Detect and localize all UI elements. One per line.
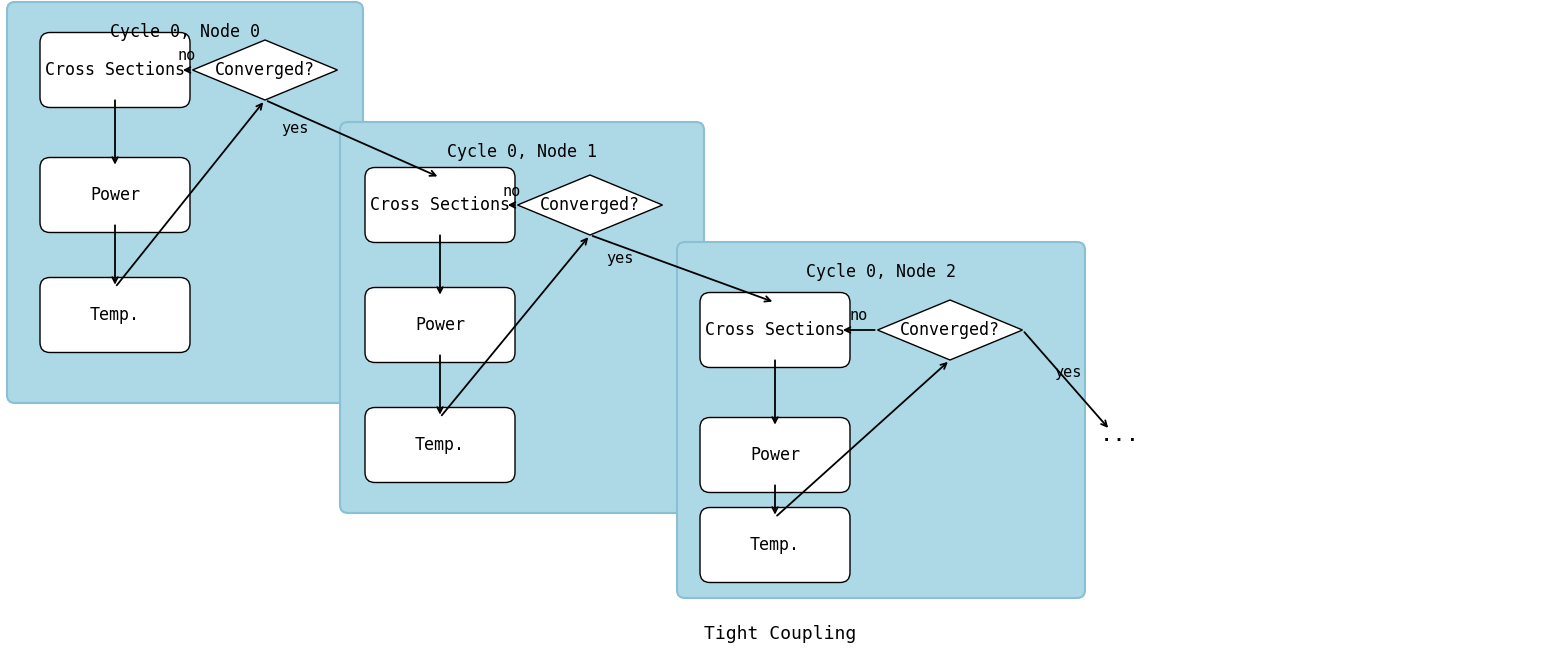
Text: Cross Sections: Cross Sections	[370, 196, 510, 214]
Polygon shape	[518, 175, 662, 235]
Text: Converged?: Converged?	[215, 61, 315, 79]
Text: Temp.: Temp.	[749, 536, 799, 554]
Text: Tight Coupling: Tight Coupling	[704, 625, 857, 643]
FancyBboxPatch shape	[699, 293, 851, 367]
FancyBboxPatch shape	[41, 278, 190, 353]
Text: Converged?: Converged?	[540, 196, 640, 214]
Text: Power: Power	[91, 186, 140, 204]
Text: Temp.: Temp.	[91, 306, 140, 324]
Text: Cycle 0, Node 1: Cycle 0, Node 1	[446, 143, 596, 161]
Text: Cycle 0, Node 0: Cycle 0, Node 0	[109, 23, 261, 41]
FancyBboxPatch shape	[6, 2, 364, 403]
FancyBboxPatch shape	[340, 122, 704, 513]
FancyBboxPatch shape	[41, 157, 190, 232]
Polygon shape	[877, 300, 1022, 360]
Text: Cross Sections: Cross Sections	[45, 61, 186, 79]
Text: Converged?: Converged?	[901, 321, 1001, 339]
FancyBboxPatch shape	[365, 167, 515, 242]
Text: Cross Sections: Cross Sections	[706, 321, 845, 339]
Text: yes: yes	[606, 251, 634, 266]
Text: yes: yes	[1054, 365, 1082, 380]
FancyBboxPatch shape	[699, 418, 851, 493]
Text: Power: Power	[749, 446, 799, 464]
Text: no: no	[849, 309, 868, 323]
Polygon shape	[192, 40, 337, 100]
Text: no: no	[176, 48, 195, 64]
Text: yes: yes	[281, 122, 309, 136]
FancyBboxPatch shape	[365, 408, 515, 483]
Text: no: no	[503, 183, 520, 199]
Text: Power: Power	[415, 316, 465, 334]
Text: ...: ...	[1101, 425, 1140, 445]
FancyBboxPatch shape	[699, 507, 851, 582]
Text: Cycle 0, Node 2: Cycle 0, Node 2	[805, 263, 955, 281]
FancyBboxPatch shape	[365, 288, 515, 363]
Text: Temp.: Temp.	[415, 436, 465, 454]
FancyBboxPatch shape	[41, 33, 190, 108]
FancyBboxPatch shape	[677, 242, 1085, 598]
